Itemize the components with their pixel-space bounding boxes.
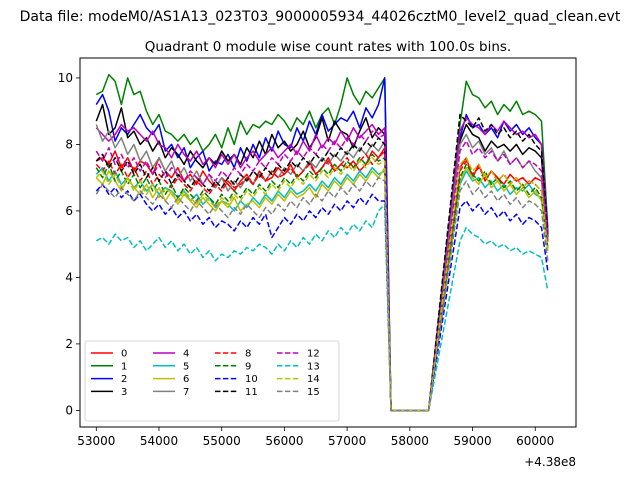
chart-title: Quadrant 0 module wise count rates with … <box>145 39 511 55</box>
y-tick-label: 0 <box>65 403 73 417</box>
x-axis: 53000 54000 55000 56000 57000 58000 59000 60000 <box>77 427 554 448</box>
y-tick-label: 6 <box>65 204 73 218</box>
legend-label: 7 <box>183 387 189 398</box>
series-line-15 <box>95 176 549 412</box>
series-line-1 <box>95 73 549 412</box>
series-line-12 <box>95 130 549 412</box>
y-tick-label: 2 <box>65 337 73 351</box>
x-tick-label: 59000 <box>453 434 491 448</box>
legend-label: 12 <box>307 349 320 360</box>
legend-label: 5 <box>183 361 189 372</box>
legend-box <box>84 340 340 422</box>
x-axis-offset-label: +4.38e8 <box>524 455 576 469</box>
axes-frame <box>79 57 577 428</box>
x-tick-label: 53000 <box>77 434 115 448</box>
x-tick-label: 54000 <box>140 434 178 448</box>
legend-label: 13 <box>307 361 320 372</box>
legend-label: 14 <box>307 374 320 385</box>
x-tick-label: 55000 <box>203 434 241 448</box>
series-line-7 <box>95 124 549 412</box>
series-line-4 <box>95 117 549 412</box>
series-line-10 <box>95 183 549 412</box>
y-tick-label: 10 <box>58 71 73 85</box>
series-line-3 <box>95 103 549 412</box>
y-axis: 0 2 4 6 8 10 <box>58 71 80 417</box>
series-line-2 <box>95 77 549 412</box>
series-line-14 <box>95 156 549 412</box>
x-tick-label: 58000 <box>391 434 429 448</box>
series-line-13 <box>95 203 549 412</box>
legend-label: 6 <box>183 374 189 385</box>
legend-label: 15 <box>307 387 320 398</box>
series-line-6 <box>95 166 549 412</box>
series-layer <box>95 73 549 412</box>
y-tick-label: 8 <box>65 137 73 151</box>
figure-suptitle: Data file: modeM0/AS1A13_023T03_90000059… <box>20 9 621 25</box>
x-tick-label: 57000 <box>328 434 366 448</box>
y-tick-label: 4 <box>65 270 73 284</box>
x-tick-label: 60000 <box>516 434 554 448</box>
legend-label: 4 <box>183 349 189 360</box>
x-tick-label: 56000 <box>265 434 303 448</box>
legend-label: 2 <box>121 374 127 385</box>
legend-label: 9 <box>245 361 251 372</box>
legend-label: 3 <box>121 387 127 398</box>
legend-label: 11 <box>245 387 258 398</box>
legend-label: 1 <box>121 361 127 372</box>
plot-area <box>95 73 549 412</box>
legend-label: 0 <box>121 349 127 360</box>
legend-label: 8 <box>245 349 251 360</box>
legend-label: 10 <box>245 374 258 385</box>
